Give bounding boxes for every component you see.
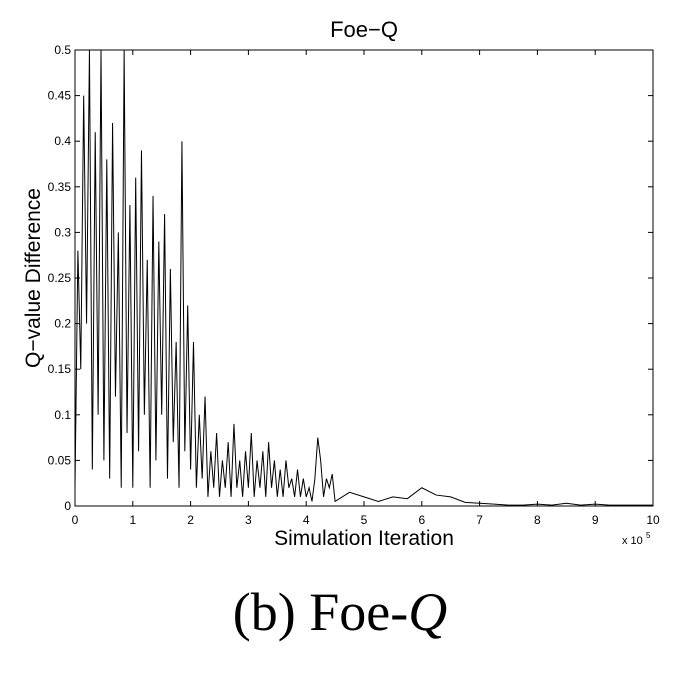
y-tick-label: 0.45 — [48, 89, 72, 103]
x-tick-label: 6 — [418, 513, 425, 527]
data-line — [74, 49, 653, 506]
x-scale-exponent: 5 — [646, 531, 651, 540]
x-tick-label: 0 — [72, 513, 79, 527]
caption: (b) Foe-Q — [233, 582, 447, 642]
y-tick-label: 0.35 — [48, 180, 72, 194]
caption-text: (b) Foe- — [233, 582, 408, 642]
y-tick-label: 0.3 — [54, 225, 71, 239]
x-tick-label: 2 — [187, 513, 194, 527]
caption-emphasis: Q — [408, 582, 447, 642]
y-tick-label: 0.25 — [48, 271, 72, 285]
y-tick-label: 0 — [64, 499, 71, 513]
y-tick-label: 0.4 — [54, 134, 71, 148]
y-tick-label: 0.1 — [54, 408, 71, 422]
y-axis-label: Q−value Difference — [22, 188, 45, 368]
y-tick-label: 0.15 — [48, 362, 72, 376]
x-tick-label: 5 — [361, 513, 368, 527]
y-tick-label: 0.05 — [48, 453, 72, 467]
x-tick-label: 8 — [534, 513, 541, 527]
x-tick-label: 3 — [245, 513, 252, 527]
x-tick-label: 10 — [646, 513, 660, 527]
x-tick-label: 7 — [476, 513, 483, 527]
x-tick-label: 4 — [303, 513, 310, 527]
x-scale-label: x 10 — [622, 535, 643, 547]
x-axis-label: Simulation Iteration — [274, 527, 454, 550]
plot-frame — [74, 49, 654, 507]
y-tick-label: 0.5 — [54, 43, 71, 57]
x-tick-label: 1 — [129, 513, 136, 527]
chart-title: Foe−Q — [330, 17, 398, 42]
y-tick-label: 0.2 — [54, 317, 71, 331]
x-tick-label: 9 — [592, 513, 599, 527]
